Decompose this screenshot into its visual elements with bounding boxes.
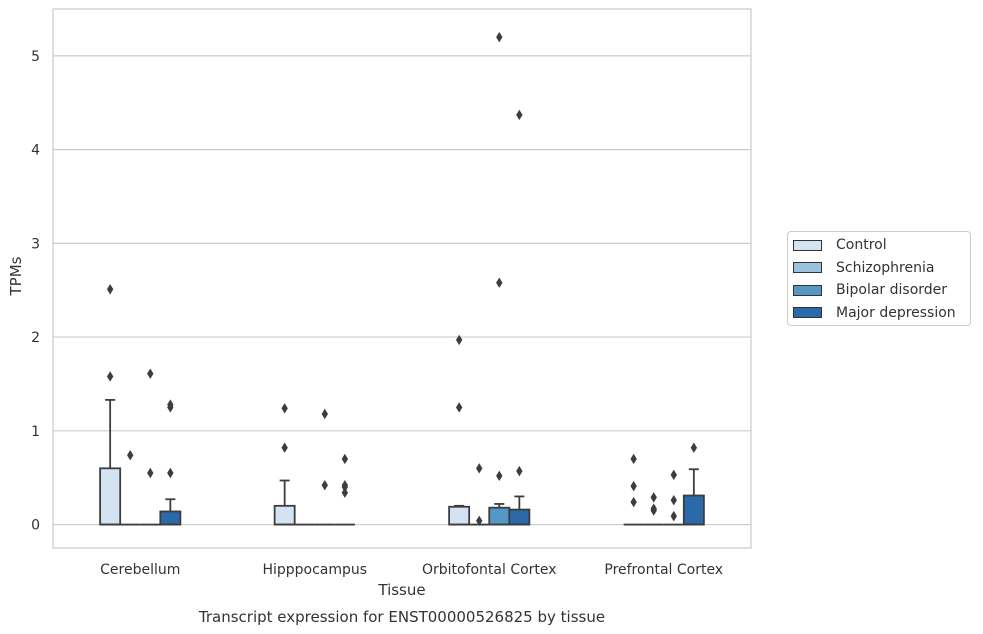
outlier-point [476, 463, 483, 474]
legend-label: Bipolar disorder [836, 282, 948, 299]
outlier-point [630, 480, 637, 492]
outlier-point [147, 467, 154, 479]
grid-lines [53, 55, 751, 526]
outlier-point [167, 399, 174, 410]
legend-swatch [793, 307, 822, 319]
box [682, 468, 705, 526]
box [488, 503, 511, 526]
outlier-point [341, 487, 349, 498]
y-tick-label: 3 [31, 236, 40, 252]
outlier-point [455, 334, 463, 346]
y-axis-label: TPMs [7, 256, 25, 296]
outlier-point [281, 442, 288, 453]
chart-title: Transcript expression for ENST0000052682… [198, 608, 605, 626]
box-body [682, 494, 705, 526]
x-tick-labels: Cerebellum Hipppocampus Orbitofontal Corte… [100, 562, 723, 578]
outlier-point [106, 284, 114, 295]
outlier-point [341, 479, 349, 491]
outlier-point [147, 368, 154, 379]
legend-item: Control [793, 234, 970, 257]
x-tick-label: Prefrontal Cortex [604, 562, 723, 578]
outlier-point [321, 408, 328, 420]
box-plots [99, 398, 705, 526]
outlier-point [341, 453, 349, 465]
plot-frame [52, 8, 752, 549]
outlier-point [630, 453, 637, 465]
outlier-point [670, 469, 677, 481]
outlier-point [496, 277, 503, 288]
box [159, 498, 182, 526]
legend-label: Major depression [836, 304, 956, 321]
outlier-point [650, 503, 657, 514]
box [448, 504, 471, 526]
outlier-point [516, 109, 523, 121]
y-tick-label: 0 [31, 518, 40, 534]
outlier-point [455, 402, 463, 413]
legend-item: Major depression [793, 302, 970, 325]
outlier-point [516, 465, 523, 477]
x-tick-label: Hipppocampus [262, 562, 367, 578]
legend-swatch [793, 284, 822, 296]
outlier-point [106, 371, 114, 382]
outlier-point [167, 467, 174, 479]
y-tick-label: 5 [31, 49, 40, 65]
legend-label: Control [836, 237, 887, 254]
box-body [488, 506, 511, 526]
outlier-point [670, 494, 677, 506]
box-body [159, 510, 182, 526]
outlier-point [690, 442, 698, 453]
box-body [448, 505, 471, 526]
outlier-point [650, 492, 657, 503]
legend-swatch [793, 262, 822, 274]
box-body [273, 504, 296, 526]
box [273, 479, 296, 526]
legend-item: Bipolar disorder [793, 279, 970, 302]
outlier-points [106, 31, 698, 527]
legend-item: Schizophrenia [793, 257, 970, 280]
y-tick-label: 1 [31, 424, 40, 440]
outlier-point [630, 496, 637, 508]
box [508, 495, 531, 526]
outlier-point [321, 479, 328, 491]
legend: Control Schizophrenia Bipolar disorder Majo… [787, 231, 971, 326]
x-axis-label: Tissue [377, 581, 425, 599]
outlier-point [496, 470, 503, 482]
y-tick-label: 4 [31, 143, 40, 159]
box [99, 398, 122, 526]
legend-label: Schizophrenia [836, 259, 935, 276]
y-tick-label: 2 [31, 330, 40, 346]
outlier-point [670, 510, 677, 522]
x-tick-label: Cerebellum [100, 562, 180, 578]
outlier-point [476, 515, 483, 527]
legend-swatch [793, 239, 822, 251]
box-body [508, 508, 531, 526]
outlier-point [127, 449, 134, 461]
outlier-point [496, 31, 503, 43]
box-body [99, 467, 122, 526]
y-tick-labels: 0 1 2 3 4 5 [31, 49, 40, 534]
outlier-point [281, 403, 288, 414]
x-tick-label: Orbitofontal Cortex [422, 562, 557, 578]
